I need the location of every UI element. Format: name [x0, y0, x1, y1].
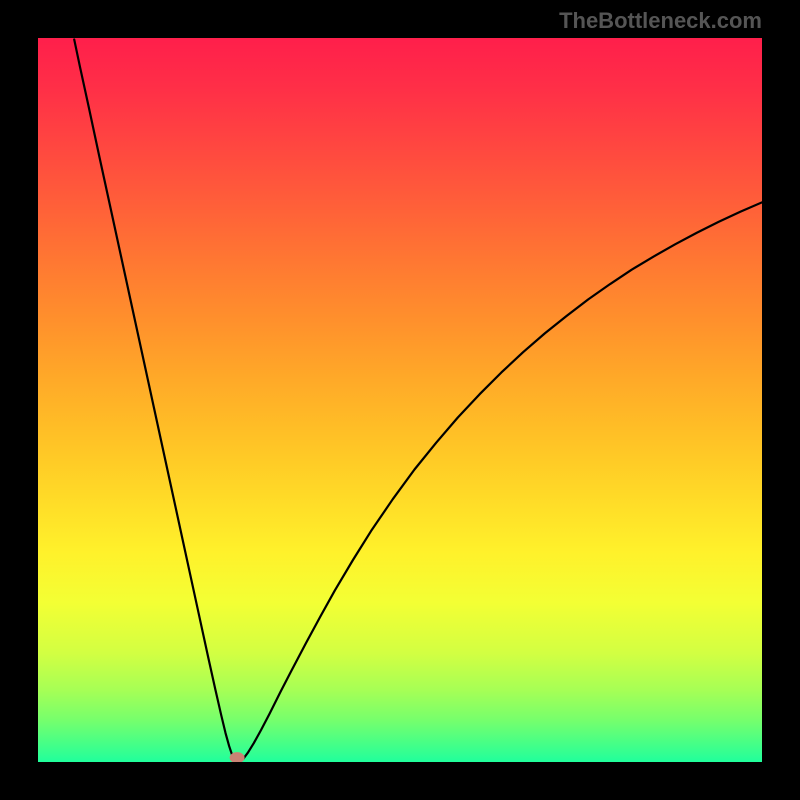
gradient-background: [38, 38, 762, 762]
watermark-text: TheBottleneck.com: [559, 8, 762, 34]
plot-area: [38, 38, 762, 762]
chart-container: TheBottleneck.com: [0, 0, 800, 800]
plot-svg: [38, 38, 762, 762]
optimum-marker: [230, 753, 244, 762]
